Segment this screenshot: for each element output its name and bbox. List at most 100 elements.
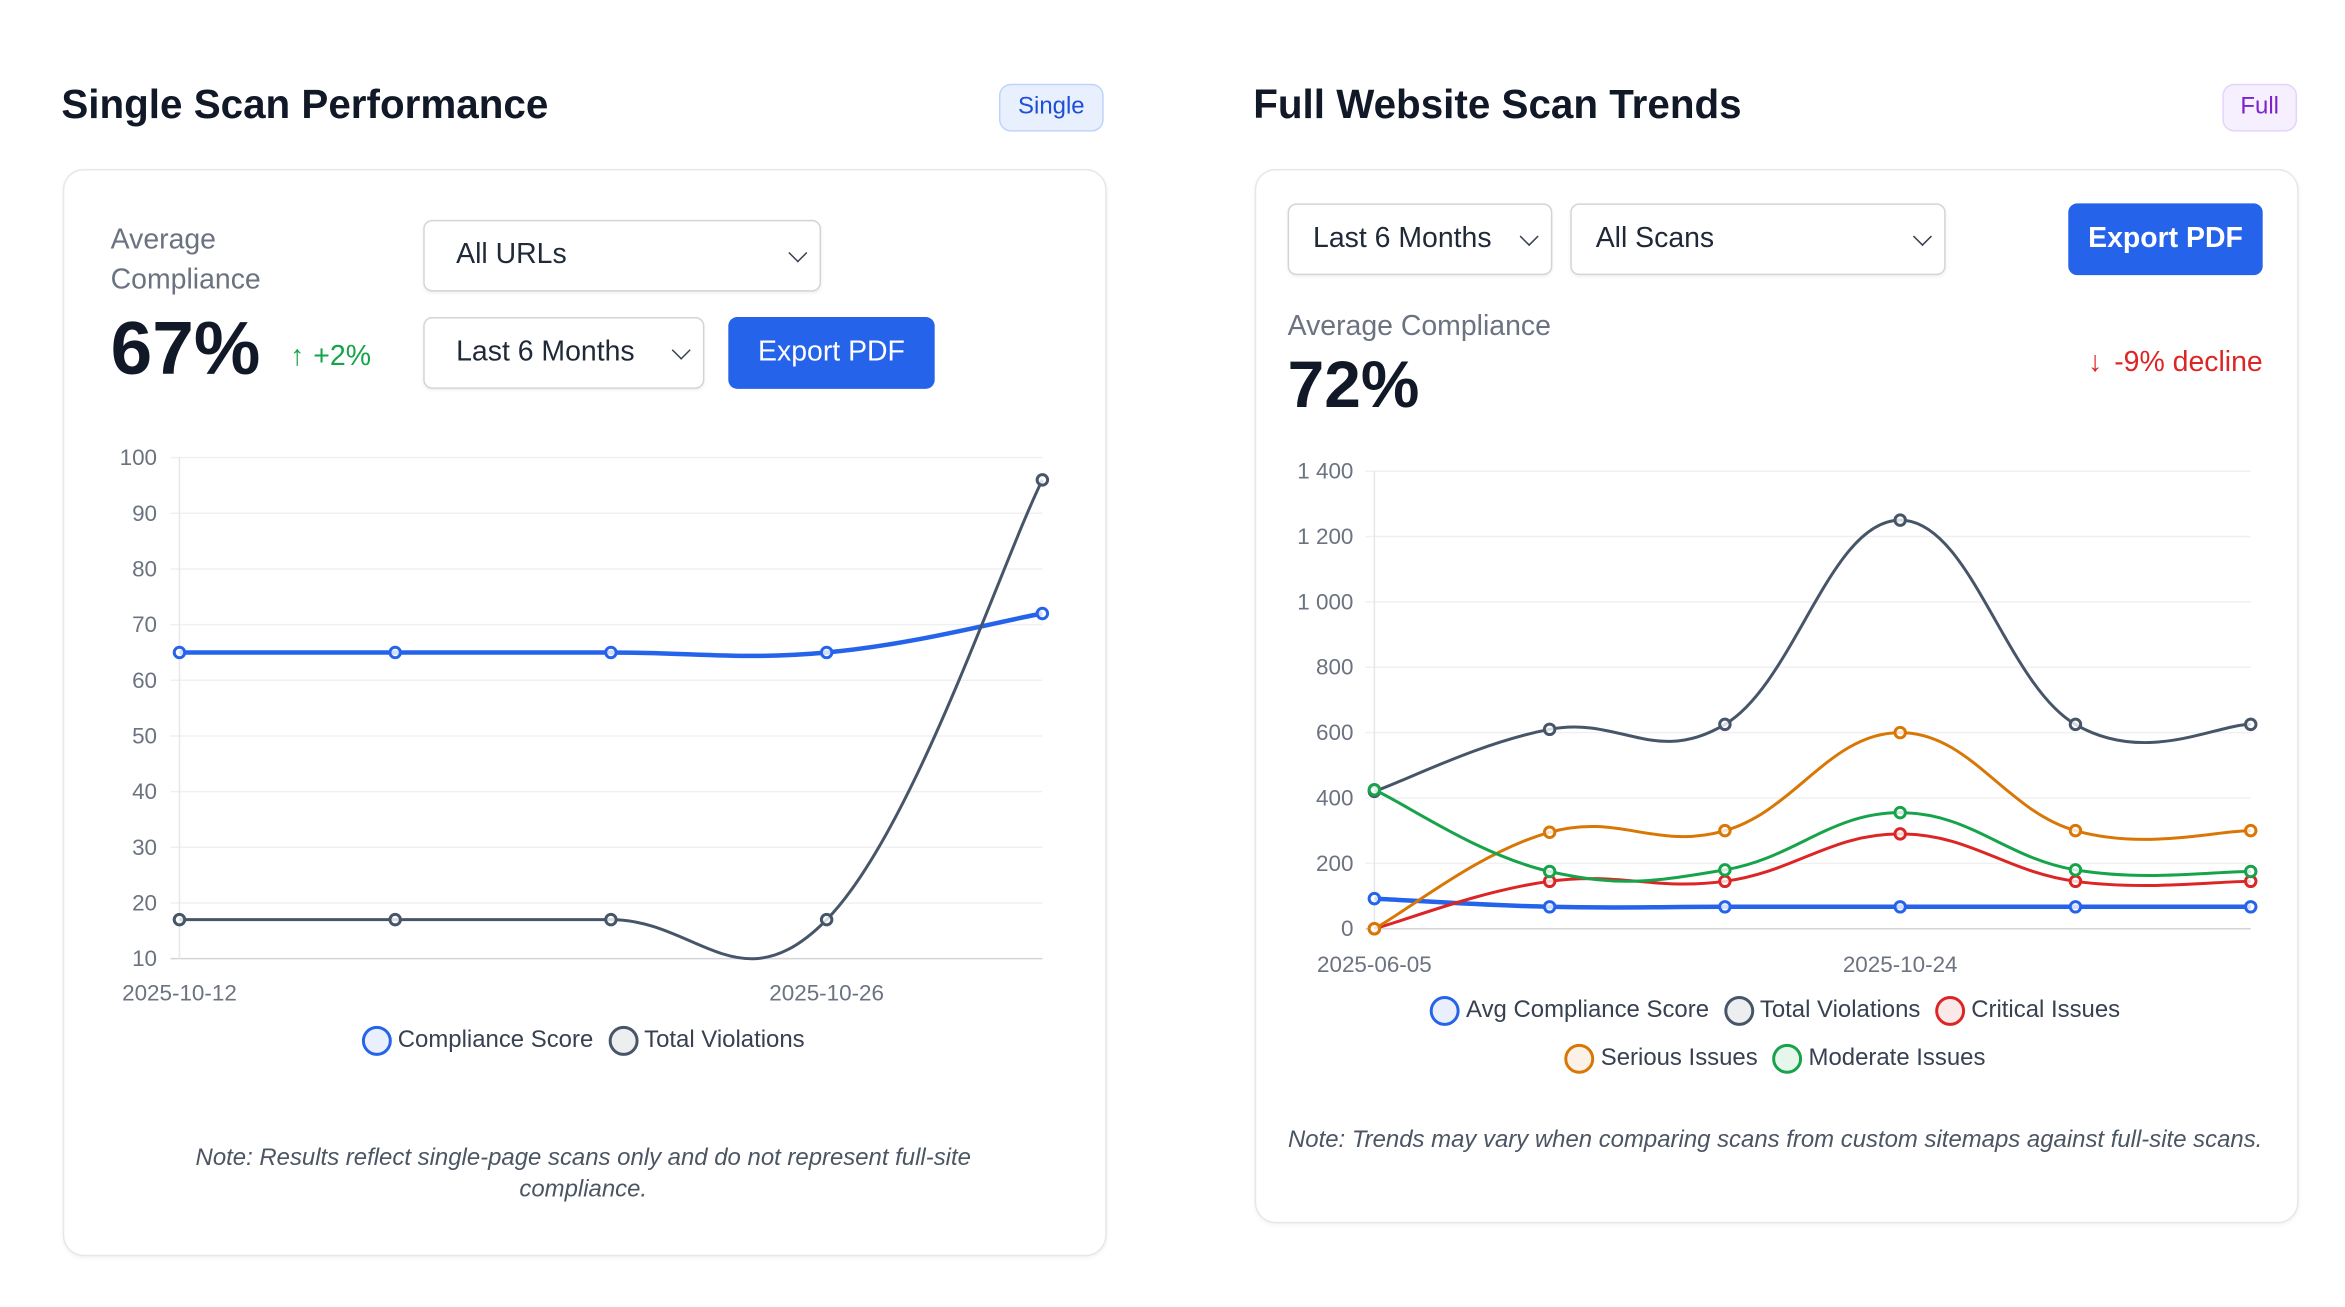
x-tick-label: 2025-10-24 (1843, 952, 1958, 977)
data-point[interactable] (604, 912, 618, 927)
full-chart-legend: Avg Compliance Score Total Violations Crit… (1346, 996, 2204, 1074)
scans-select[interactable]: All Scans (1570, 203, 1946, 276)
full-trend-text: -9% decline (2114, 346, 2263, 379)
legend-item[interactable]: Serious Issues (1564, 1043, 1758, 1074)
data-point[interactable] (1718, 863, 1732, 877)
single-badge: Single (998, 83, 1104, 132)
data-point[interactable] (2243, 717, 2258, 732)
data-point[interactable] (1367, 921, 1382, 936)
x-tick-label: 2025-10-12 (122, 980, 237, 1005)
data-point[interactable] (172, 645, 187, 660)
data-point[interactable] (1893, 827, 1907, 841)
legend-swatch-icon (1772, 1043, 1803, 1074)
legend-label: Avg Compliance Score (1466, 997, 1710, 1023)
single-avg-value: 67% (110, 306, 261, 391)
data-point[interactable] (1035, 473, 1050, 487)
data-point[interactable] (1367, 891, 1382, 906)
y-tick-label: 70 (132, 612, 157, 637)
arrow-down-icon: ↓ (2088, 346, 2103, 379)
legend-label: Critical Issues (1971, 997, 2121, 1023)
y-tick-label: 400 (1316, 785, 1353, 810)
legend-label: Compliance Score (397, 1027, 594, 1053)
single-period-select[interactable]: Last 6 Months (423, 317, 705, 389)
data-point[interactable] (1893, 900, 1907, 914)
data-point[interactable] (2068, 874, 2083, 889)
legend-item[interactable]: Critical Issues (1935, 996, 2120, 1026)
y-tick-label: 1 400 (1297, 459, 1353, 484)
legend-swatch-icon (1430, 996, 1461, 1026)
y-tick-label: 50 (132, 723, 157, 748)
single-scan-chart: 10 20 30 40 50 60 70 80 90 100 2025-10-12 2025-10-2… (120, 445, 1050, 1005)
legend-item[interactable]: Avg Compliance Score (1430, 996, 1709, 1026)
y-tick-label: 90 (132, 501, 157, 526)
legend-label: Total Violations (1759, 997, 1921, 1023)
y-tick-label: 40 (132, 779, 157, 804)
single-note: Note: Results reflect single-page scans … (195, 1145, 971, 1203)
data-point[interactable] (1542, 825, 1557, 840)
full-period-select[interactable]: Last 6 Months (1287, 203, 1553, 276)
data-point[interactable] (1893, 805, 1907, 820)
url-select[interactable]: All URLs (423, 219, 822, 292)
y-tick-label: 0 (1341, 916, 1353, 941)
legend-swatch-icon (1564, 1043, 1595, 1074)
data-point[interactable] (1718, 717, 1732, 732)
legend-swatch-icon (361, 1025, 392, 1056)
data-point[interactable] (819, 645, 834, 660)
legend-item[interactable]: Total Violations (1723, 996, 1921, 1026)
full-export-pdf-button[interactable]: Export PDF (2068, 203, 2263, 276)
data-point[interactable] (1542, 864, 1557, 879)
data-point[interactable] (2068, 717, 2083, 732)
single-avg-label: Average Compliance (110, 224, 261, 297)
y-tick-label: 80 (132, 556, 157, 581)
legend-swatch-icon (1723, 996, 1754, 1026)
legend-item[interactable]: Total Violations (608, 1025, 805, 1056)
full-avg-label: Average Compliance (1287, 311, 1551, 343)
y-tick-label: 1 200 (1297, 524, 1353, 549)
legend-item[interactable]: Compliance Score (361, 1025, 594, 1056)
arrow-up-icon: ↑ (290, 340, 305, 373)
series-line-0 (1374, 896, 2251, 910)
data-point[interactable] (2243, 864, 2258, 879)
legend-label: Moderate Issues (1808, 1045, 1986, 1071)
data-point[interactable] (1542, 900, 1557, 914)
data-point[interactable] (172, 912, 187, 927)
legend-label: Total Violations (644, 1027, 805, 1053)
data-point[interactable] (604, 645, 618, 660)
data-point[interactable] (1893, 513, 1907, 527)
data-point[interactable] (1718, 874, 1732, 889)
data-point[interactable] (2068, 823, 2083, 838)
data-point[interactable] (1542, 722, 1557, 737)
data-point[interactable] (1893, 725, 1907, 740)
single-export-pdf-button[interactable]: Export PDF (728, 317, 935, 389)
data-point[interactable] (819, 912, 834, 927)
single-period-value: Last 6 Months (456, 336, 635, 368)
series-line-2 (1373, 832, 2251, 931)
data-point[interactable] (2068, 863, 2083, 877)
y-tick-label: 200 (1316, 851, 1353, 876)
full-period-value: Last 6 Months (1313, 222, 1492, 255)
data-point[interactable] (2243, 823, 2258, 838)
data-point[interactable] (2243, 900, 2258, 914)
full-note: Note: Trends may vary when comparing sca… (1287, 1127, 2263, 1154)
y-tick-label: 20 (132, 890, 157, 915)
data-point[interactable] (1035, 606, 1050, 621)
legend-swatch-icon (608, 1025, 639, 1056)
data-point[interactable] (1718, 823, 1732, 838)
series-line-1 (1373, 518, 2251, 793)
full-badge: Full (2222, 83, 2298, 132)
legend-label: Serious Issues (1600, 1045, 1758, 1071)
data-point[interactable] (388, 645, 402, 660)
data-point[interactable] (1718, 900, 1732, 914)
data-point[interactable] (388, 912, 402, 927)
data-point[interactable] (1367, 783, 1382, 797)
x-tick-label: 2025-10-26 (769, 980, 884, 1005)
y-tick-label: 600 (1316, 720, 1353, 745)
legend-swatch-icon (1935, 996, 1966, 1026)
legend-item[interactable]: Moderate Issues (1772, 1043, 1986, 1074)
data-point[interactable] (2068, 900, 2083, 914)
y-tick-label: 30 (132, 835, 157, 860)
single-trend: ↑ +2% (290, 341, 371, 374)
y-tick-label: 1 000 (1297, 589, 1353, 614)
